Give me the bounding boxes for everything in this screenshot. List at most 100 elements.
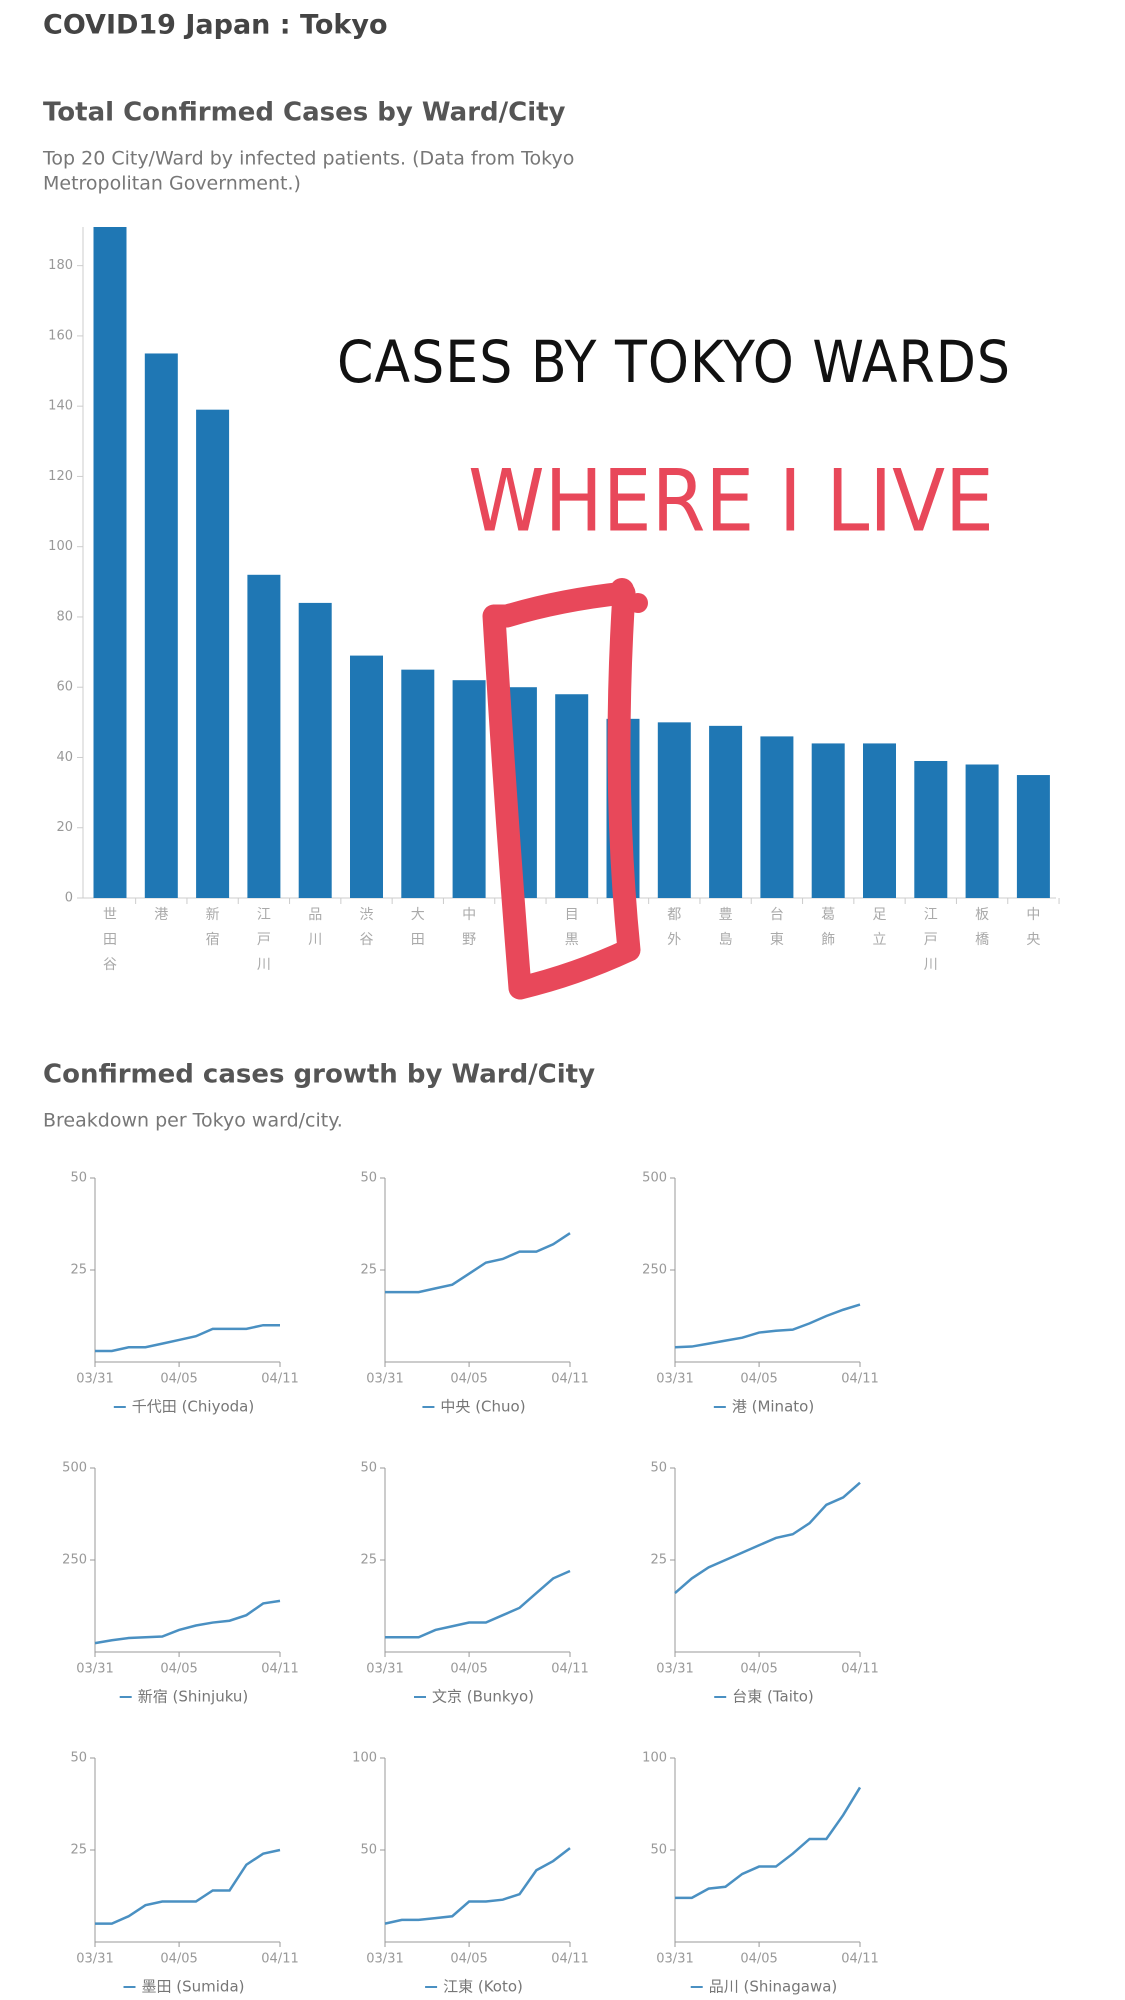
x-tick-char: 黒 [565, 932, 579, 948]
x-tick-label: 04/11 [551, 1372, 588, 1387]
x-tick-label: 04/11 [841, 1952, 878, 1967]
legend-label: 中央 (Chuo) [440, 1398, 525, 1416]
bar [555, 694, 589, 898]
y-tick-label: 0 [65, 891, 73, 906]
line [95, 1323, 280, 1353]
x-tick-label: 04/11 [261, 1662, 298, 1677]
x-tick-char: 戸 [924, 932, 938, 948]
bar [93, 227, 127, 898]
legend-label: 台東 (Taito) [732, 1688, 814, 1706]
line [674, 1481, 861, 1595]
bar [811, 743, 845, 898]
bar [657, 722, 691, 898]
legend-label: 港 (Minato) [732, 1398, 814, 1416]
annotation: CASES BY TOKYO WARDS [337, 328, 1011, 396]
x-tick-label: 04/11 [551, 1662, 588, 1677]
x-tick-char: 谷 [103, 957, 117, 973]
annotation: WHERE I LIVE [468, 451, 994, 551]
y-tick-label: 120 [48, 469, 73, 484]
x-tick-label: 03/31 [656, 1372, 693, 1387]
x-tick-char: 足 [873, 907, 887, 923]
x-tick-label: 04/05 [160, 1952, 197, 1967]
line [675, 1786, 862, 1900]
x-tick-label: 豊島 [719, 907, 733, 948]
bar [965, 764, 999, 898]
x-tick-label: 04/11 [841, 1662, 878, 1677]
x-tick-char: 板 [975, 907, 989, 923]
page-title: COVID19 Japan : Tokyo [43, 10, 388, 41]
chart-subtitle: Metropolitan Government.) [43, 173, 301, 195]
x-tick-label: 世田谷 [103, 907, 117, 973]
x-tick-char: 新 [206, 907, 220, 923]
x-tick-label: 03/31 [76, 1372, 113, 1387]
line [385, 1232, 571, 1294]
bar [401, 669, 435, 898]
x-tick-label: 04/05 [160, 1662, 197, 1677]
x-tick-label: 大田 [411, 907, 425, 948]
x-tick-label: 中央 [1026, 907, 1040, 948]
y-tick-label: 50 [360, 1461, 377, 1476]
x-tick-char: 橋 [975, 932, 989, 948]
x-tick-label: 足立 [873, 907, 887, 948]
legend-label: 品川 (Shinagawa) [709, 1978, 838, 1996]
highlight-blob [628, 593, 648, 613]
x-tick-label: 目黒 [565, 907, 579, 948]
x-tick-label: 03/31 [366, 1372, 403, 1387]
x-tick-char: 川 [257, 957, 271, 973]
legend-label: 千代田 (Chiyoda) [132, 1398, 254, 1416]
x-tick-label: 新宿 [206, 907, 220, 948]
x-tick-char: 港 [154, 907, 168, 923]
x-tick-char: 台 [770, 907, 784, 923]
x-tick-label: 港 [154, 907, 168, 923]
x-tick-label: 03/31 [656, 1952, 693, 1967]
x-tick-label: 江戸川 [257, 907, 271, 973]
legend-label: 新宿 (Shinjuku) [138, 1688, 249, 1706]
y-tick-label: 100 [48, 539, 73, 554]
bar [914, 760, 948, 898]
line [94, 1599, 281, 1645]
x-tick-char: 立 [873, 932, 887, 948]
x-tick-char: 中 [1026, 907, 1040, 923]
x-tick-label: 中野 [462, 907, 476, 948]
section-title: Confirmed cases growth by Ward/City [43, 1060, 595, 1090]
x-tick-label: 葛飾 [821, 907, 835, 948]
y-tick-label: 180 [48, 258, 73, 273]
x-tick-label: 04/11 [551, 1952, 588, 1967]
x-tick-label: 04/11 [261, 1372, 298, 1387]
legend-label: 文京 (Bunkyo) [432, 1688, 534, 1706]
y-tick-label: 100 [642, 1751, 667, 1766]
y-tick-label: 25 [650, 1553, 667, 1568]
y-tick-label: 500 [62, 1461, 87, 1476]
y-tick-label: 20 [56, 820, 73, 835]
chart-title: Total Confirmed Cases by Ward/City [43, 98, 566, 128]
x-tick-label: 04/11 [841, 1372, 878, 1387]
x-tick-char: 豊 [719, 907, 733, 923]
y-tick-label: 50 [70, 1171, 87, 1186]
y-tick-label: 160 [48, 328, 73, 343]
legend-label: 墨田 (Sumida) [142, 1978, 245, 1996]
section-subtitle: Breakdown per Tokyo ward/city. [43, 1110, 343, 1132]
x-tick-label: 都外 [667, 907, 681, 948]
x-tick-label: 04/05 [740, 1372, 777, 1387]
y-tick-label: 250 [62, 1553, 87, 1568]
bar [863, 743, 896, 898]
x-tick-char: 川 [924, 957, 938, 973]
x-tick-char: 谷 [360, 932, 374, 948]
chart-subtitle: Top 20 City/Ward by infected patients. (… [42, 148, 574, 170]
x-tick-label: 板橋 [975, 907, 989, 948]
x-tick-label: 03/31 [76, 1952, 113, 1967]
y-tick-label: 50 [70, 1751, 87, 1766]
line [674, 1303, 861, 1349]
x-tick-char: 都 [667, 907, 681, 923]
bar [144, 353, 178, 898]
bar [760, 736, 794, 898]
x-tick-label: 04/05 [740, 1952, 777, 1967]
x-tick-label: 03/31 [76, 1662, 113, 1677]
y-tick-label: 50 [650, 1461, 667, 1476]
y-tick-label: 40 [56, 750, 73, 765]
x-tick-label: 03/31 [366, 1662, 403, 1677]
x-tick-char: 世 [103, 907, 117, 923]
bar [196, 409, 230, 898]
x-tick-char: 宿 [206, 931, 220, 948]
